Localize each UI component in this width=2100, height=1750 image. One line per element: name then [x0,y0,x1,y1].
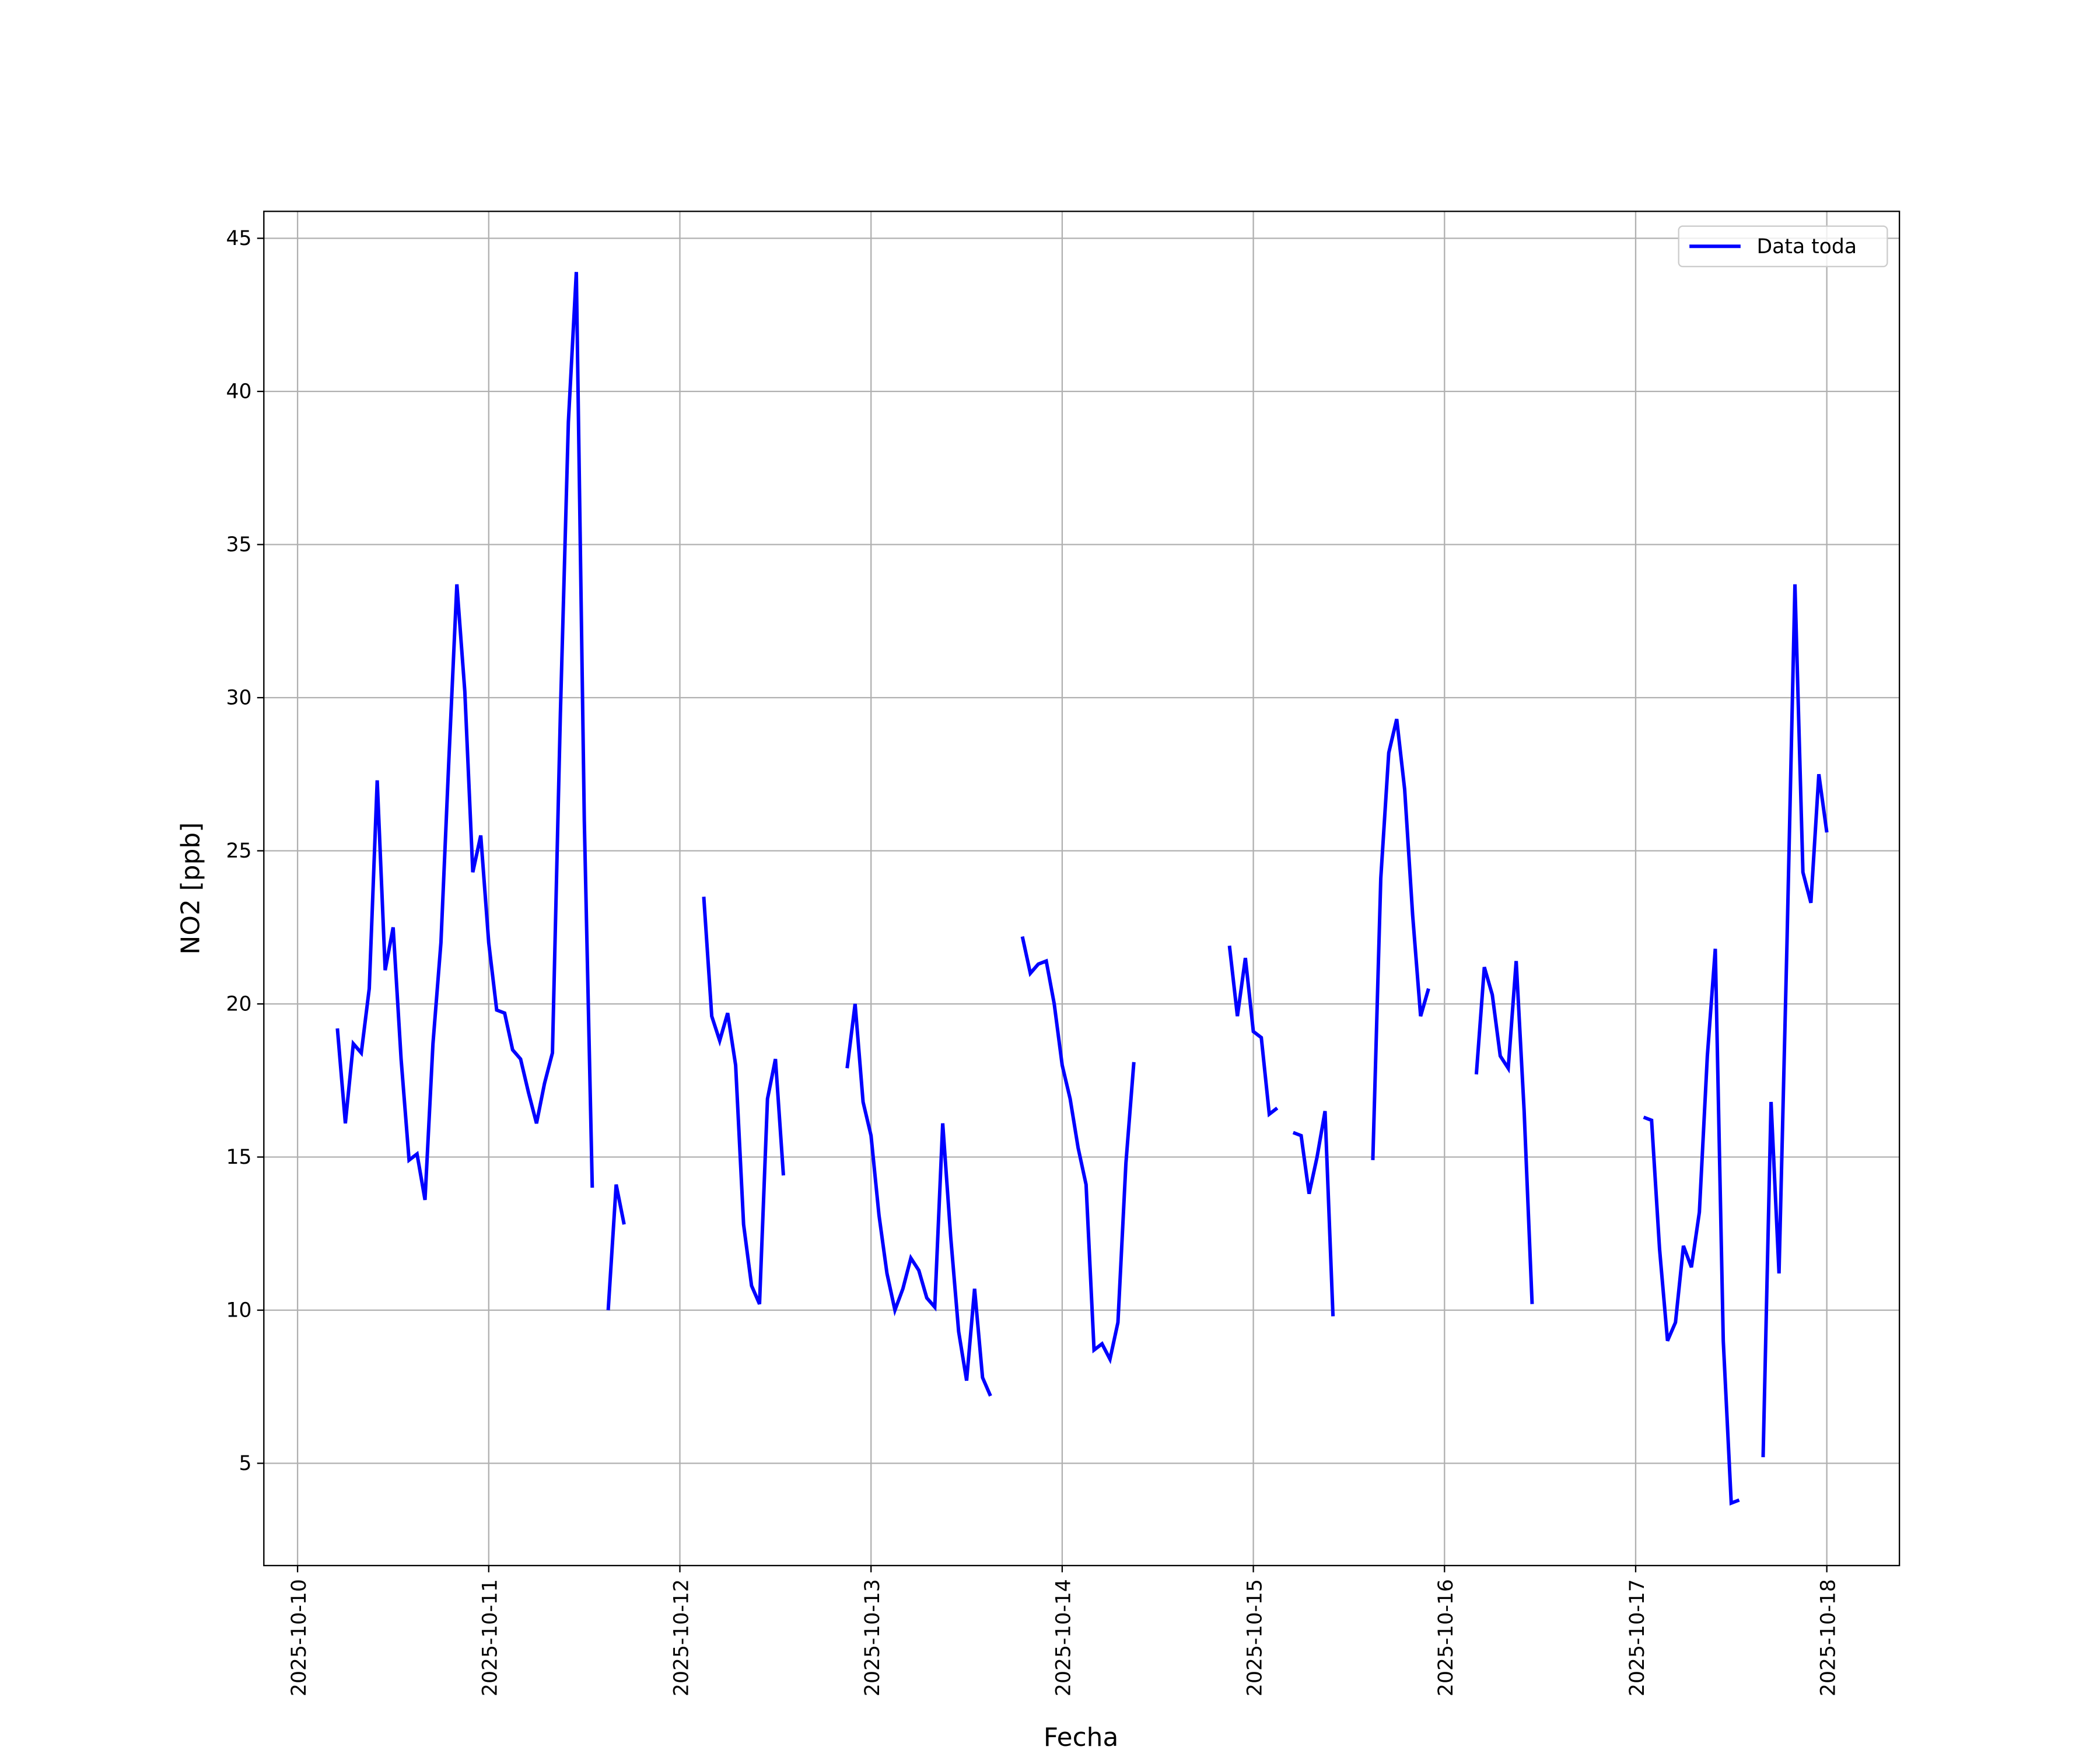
y-tick-label: 45 [226,227,251,250]
ticks: 5 10 15 20 25 30 35 40 45 2025-10-10 2025-10-11 202… [226,227,1840,1696]
data-line [335,272,1829,1506]
y-tick-label: 10 [226,1299,251,1322]
y-tick-label: 25 [226,839,251,863]
x-tick-label: 2025-10-15 [1243,1579,1266,1696]
y-tick-label: 35 [226,533,251,556]
y-tick-label: 5 [239,1452,252,1475]
axes-frame [263,211,1901,1566]
x-tick-label: 2025-10-16 [1434,1579,1458,1696]
x-tick-label: 2025-10-10 [288,1579,311,1696]
legend-label: Data toda [1757,235,1857,258]
y-tick-label: 20 [226,993,251,1016]
x-tick-label: 2025-10-11 [479,1579,502,1696]
x-axis-label: Fecha [1044,1723,1119,1750]
plot-area [335,272,1829,1506]
y-tick-label: 30 [226,687,251,710]
x-tick-label: 2025-10-14 [1052,1579,1076,1696]
y-tick-label: 15 [226,1146,251,1169]
x-tick-label: 2025-10-18 [1817,1579,1840,1696]
legend: Data toda [1678,225,1888,268]
y-tick-label: 40 [226,380,251,404]
y-axis-label: NO2 [ppb] [176,822,206,955]
x-tick-label: 2025-10-12 [670,1579,693,1696]
x-tick-label: 2025-10-17 [1626,1579,1649,1696]
x-tick-label: 2025-10-13 [861,1579,884,1696]
legend-box [1678,225,1888,268]
